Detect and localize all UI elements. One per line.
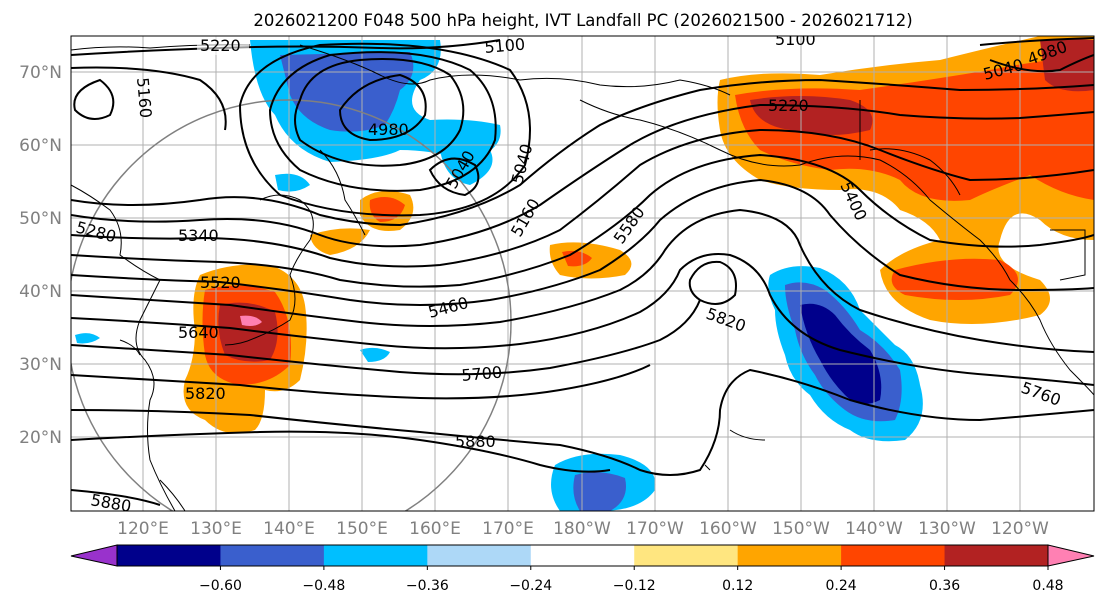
contour-label: 5700 bbox=[461, 363, 503, 385]
contour-label: 5880 bbox=[89, 490, 132, 516]
lon-label: 160°W bbox=[699, 519, 757, 539]
map-content: 5220 5100 5100 5160 4980 5040 5040 4980 … bbox=[71, 30, 1094, 516]
lon-label: 160°E bbox=[409, 519, 461, 539]
contour-label: 5640 bbox=[178, 323, 219, 342]
lat-label: 70°N bbox=[19, 63, 62, 83]
lon-label: 150°W bbox=[772, 519, 830, 539]
colorbar-tick-label: −0.24 bbox=[509, 578, 552, 594]
lon-label: 170°E bbox=[482, 519, 534, 539]
lon-label: 120°E bbox=[117, 519, 169, 539]
colorbar-segment bbox=[944, 545, 1049, 566]
contour-label: 5100 bbox=[775, 30, 816, 49]
colorbar-segment bbox=[530, 545, 635, 566]
contour-label: 5820 bbox=[185, 384, 226, 403]
map-frame bbox=[70, 35, 1095, 512]
colorbar-segment bbox=[117, 545, 221, 566]
lat-label: 50°N bbox=[19, 209, 62, 229]
lon-label: 150°E bbox=[336, 519, 388, 539]
lon-label: 130°W bbox=[918, 519, 976, 539]
colorbar-tick-label: −0.60 bbox=[199, 578, 242, 594]
colorbar-tick-label: 0.24 bbox=[826, 578, 857, 594]
lon-label: 170°W bbox=[626, 519, 684, 539]
colorbar-segment bbox=[737, 545, 842, 566]
colorbar-tick-label: −0.36 bbox=[406, 578, 449, 594]
colorbar-segment bbox=[634, 545, 739, 566]
graticule bbox=[71, 36, 1094, 511]
lat-label: 30°N bbox=[19, 355, 62, 375]
colorbar-tick-label: 0.12 bbox=[722, 578, 753, 594]
contour-label: 5220 bbox=[200, 36, 241, 55]
colorbar-tick-label: −0.48 bbox=[302, 578, 345, 594]
colorbar-tick-label: 0.36 bbox=[929, 578, 960, 594]
colorbar-extend-min bbox=[70, 544, 118, 567]
lat-label: 20°N bbox=[19, 428, 62, 448]
contour-label: 5100 bbox=[484, 35, 526, 57]
contour-label: 5220 bbox=[768, 96, 809, 115]
colorbar-outline bbox=[116, 544, 1049, 567]
lat-label: 40°N bbox=[19, 282, 62, 302]
colorbar-tick-label: 0.48 bbox=[1032, 578, 1063, 594]
figure-title: 2026021200 F048 500 hPa height, IVT Land… bbox=[253, 11, 912, 30]
contour-label: 5340 bbox=[178, 226, 219, 245]
colorbar-extend-max bbox=[1047, 544, 1095, 567]
colorbar-segment bbox=[841, 545, 946, 566]
contour-label: 5520 bbox=[200, 273, 241, 292]
lon-label: 180°W bbox=[553, 519, 611, 539]
contour-label: 4980 bbox=[368, 120, 409, 139]
height-contours bbox=[71, 37, 1094, 506]
lon-label: 140°W bbox=[845, 519, 903, 539]
colorbar-tick-label: −0.12 bbox=[613, 578, 656, 594]
lon-label: 120°W bbox=[991, 519, 1049, 539]
colorbar-segment bbox=[323, 545, 428, 566]
colorbar-segment bbox=[220, 545, 325, 566]
lon-label: 140°E bbox=[263, 519, 315, 539]
lon-label: 130°E bbox=[190, 519, 242, 539]
lat-label: 60°N bbox=[19, 136, 62, 156]
colorbar: −0.60 −0.48 −0.36 −0.24 −0.12 0.12 0.24 0.36 0.4… bbox=[70, 544, 1095, 594]
longitude-labels: 120°E 130°E 140°E 150°E 160°E 170°E 180°… bbox=[117, 519, 1049, 539]
search-radius-circle bbox=[71, 99, 512, 511]
contour-label: 5160 bbox=[133, 77, 155, 119]
contour-label: 5880 bbox=[455, 432, 496, 451]
latitude-labels: 70°N 60°N 50°N 40°N 30°N 20°N bbox=[19, 63, 62, 448]
colorbar-segment bbox=[427, 545, 532, 566]
